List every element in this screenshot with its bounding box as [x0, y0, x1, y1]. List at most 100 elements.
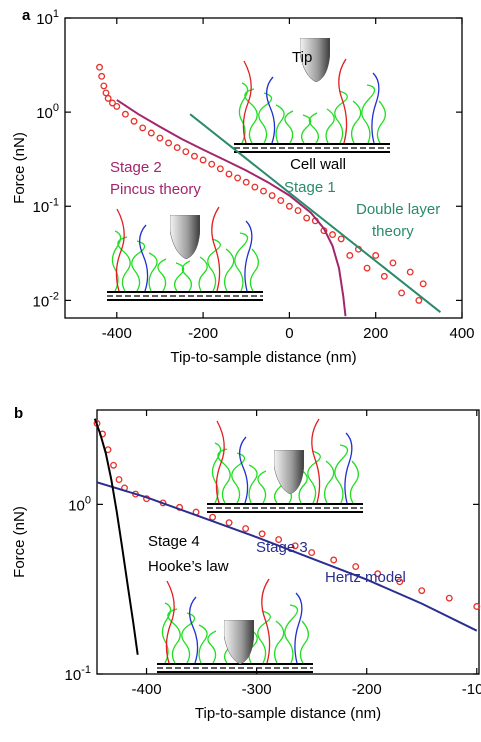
data-point	[445, 594, 453, 602]
x-tick-label: -200	[188, 325, 218, 342]
y-tick-label: 10-1	[33, 196, 59, 216]
data-point	[294, 207, 302, 215]
data-point	[415, 296, 423, 304]
data-point	[260, 187, 267, 195]
data-point	[303, 214, 311, 222]
data-point	[182, 148, 190, 156]
annotation: Double layer	[356, 201, 440, 218]
data-point	[389, 259, 397, 267]
annotation: Stage 4	[148, 533, 200, 550]
data-point	[234, 174, 242, 182]
panel-label: a	[22, 7, 31, 24]
data-point	[173, 144, 181, 152]
data-point	[139, 124, 147, 132]
data-point	[242, 525, 250, 533]
data-point	[285, 202, 293, 210]
data-point	[374, 570, 382, 578]
fit-line	[93, 418, 139, 655]
annotation: Stage 1	[284, 179, 336, 196]
data-point	[329, 231, 336, 239]
y-tick-label: 10-1	[65, 664, 91, 684]
data-point	[242, 178, 250, 186]
data-point	[110, 461, 117, 469]
y-tick-label: 100	[36, 102, 59, 122]
data-point	[308, 549, 316, 556]
data-point	[352, 563, 360, 570]
data-point	[130, 117, 138, 125]
x-tick-label: -400	[132, 681, 162, 698]
plot-frame	[96, 409, 480, 675]
y-axis-label: Force (nN)	[11, 506, 28, 578]
fit-line	[116, 99, 347, 317]
annotation: Stage 2	[110, 159, 162, 176]
plot-frame	[64, 17, 463, 319]
x-tick-label: -200	[352, 681, 382, 698]
annotation: Hooke’s law	[148, 558, 229, 575]
annotation: theory	[372, 223, 414, 240]
data-point	[372, 252, 380, 259]
data-point	[109, 99, 116, 107]
data-point	[398, 289, 406, 297]
data-point	[268, 192, 276, 199]
fit-line	[189, 113, 442, 313]
x-tick-label: 200	[363, 325, 388, 342]
data-point	[191, 152, 198, 160]
x-tick-label: 0	[285, 325, 293, 342]
data-point	[275, 536, 283, 544]
data-point	[380, 272, 388, 280]
cartoon-a-bottom	[107, 207, 263, 300]
y-tick-label: 10-2	[33, 290, 59, 310]
y-tick-label: 101	[36, 8, 59, 28]
data-point	[199, 156, 207, 164]
cartoon-b-bottom	[157, 579, 313, 672]
data-point	[165, 139, 173, 147]
data-point	[98, 72, 106, 80]
fit-line	[96, 481, 478, 632]
data-point	[225, 170, 233, 178]
data-point	[418, 587, 426, 595]
panel-label: b	[14, 405, 23, 422]
x-tick-label: 400	[449, 325, 474, 342]
data-point	[363, 264, 371, 272]
data-point	[102, 89, 110, 97]
data-point	[216, 165, 224, 173]
data-point	[406, 268, 414, 276]
y-axis-label: Force (nN)	[11, 132, 28, 204]
data-point	[104, 94, 112, 102]
y-tick-label: 100	[68, 494, 91, 514]
data-point	[115, 476, 123, 484]
data-point	[147, 129, 155, 137]
data-point	[473, 603, 481, 610]
data-point	[291, 542, 299, 550]
data-point	[225, 519, 233, 527]
x-axis-label: Tip-to-sample distance (nm)	[195, 705, 381, 722]
data-point	[113, 102, 121, 110]
data-point	[396, 578, 404, 586]
data-point	[209, 513, 217, 521]
annotation: Tip	[292, 49, 312, 66]
data-point	[419, 280, 427, 288]
data-point	[251, 183, 259, 191]
data-point	[346, 252, 354, 259]
annotation: Cell wall	[290, 156, 346, 173]
annotation: Stage 3	[256, 539, 308, 556]
data-point	[337, 235, 345, 243]
data-point	[208, 160, 216, 168]
data-point	[96, 63, 103, 71]
data-point	[100, 82, 108, 90]
data-point	[330, 556, 338, 564]
data-point	[156, 134, 164, 142]
data-point	[121, 110, 129, 118]
data-point	[258, 530, 266, 538]
x-axis-label: Tip-to-sample distance (nm)	[170, 349, 356, 366]
annotation: Hertz model	[325, 569, 406, 586]
x-tick-label: -300	[242, 681, 272, 698]
x-tick-label: -400	[102, 325, 132, 342]
x-tick-label: -100	[462, 681, 481, 698]
data-point	[277, 197, 285, 204]
cartoon-b-top	[207, 419, 363, 512]
annotation: Pincus theory	[110, 181, 201, 198]
